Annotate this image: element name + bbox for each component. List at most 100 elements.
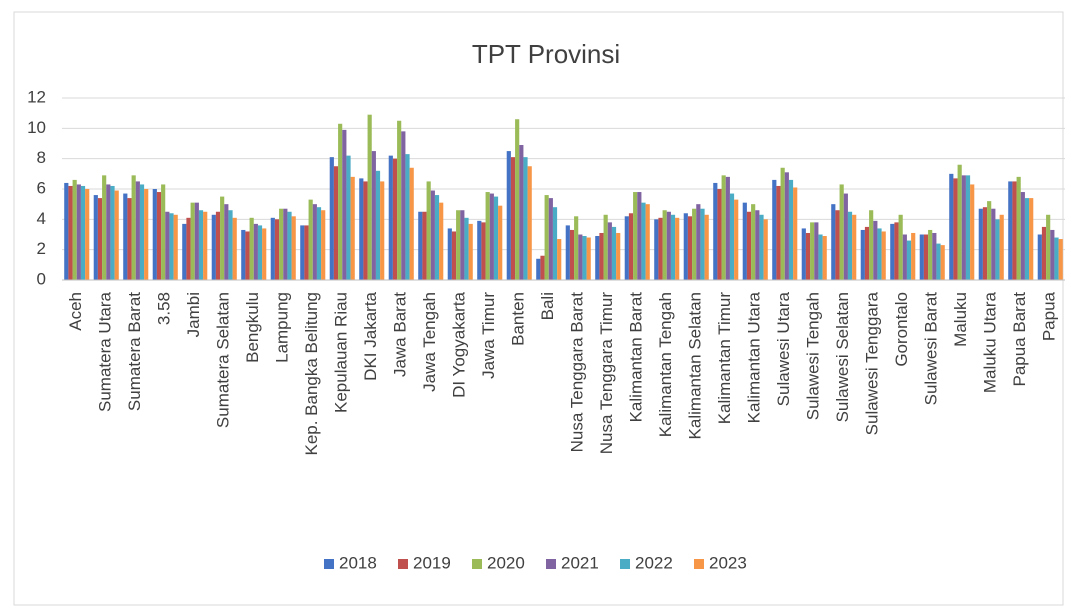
x-tick-label: Bali	[538, 292, 557, 320]
bar	[1037, 234, 1042, 280]
bar	[283, 208, 288, 280]
bar	[557, 239, 562, 280]
bar	[822, 236, 827, 280]
bar	[380, 181, 385, 280]
bar	[784, 172, 789, 280]
legend-label: 2019	[413, 553, 451, 572]
bar	[666, 211, 671, 280]
bar	[696, 204, 701, 280]
x-tick-label: Kalimantan Utara	[745, 291, 764, 423]
x-tick-label: Sumatera Barat	[125, 292, 144, 411]
bar	[847, 211, 853, 280]
bar	[906, 240, 912, 280]
bar	[194, 202, 199, 280]
bar	[995, 219, 1000, 280]
x-tick-label: Sumatera Selatan	[214, 292, 233, 428]
bar	[586, 237, 591, 280]
bar	[498, 205, 503, 280]
bar	[793, 187, 798, 280]
bar	[375, 170, 381, 280]
bar	[308, 199, 313, 280]
bar	[637, 192, 642, 280]
bar	[936, 243, 941, 280]
bar	[982, 207, 988, 280]
bar	[72, 179, 77, 280]
bar	[713, 182, 718, 280]
bar	[902, 234, 907, 280]
bar	[894, 222, 899, 280]
x-tick-label: Papua	[1040, 291, 1059, 341]
bar	[489, 193, 494, 280]
bar	[544, 195, 549, 280]
bar	[721, 175, 726, 280]
bar	[818, 234, 823, 280]
bar	[755, 210, 760, 280]
bar	[624, 216, 629, 280]
bar	[110, 185, 115, 280]
bar	[460, 210, 465, 280]
bar	[123, 193, 128, 280]
bar	[843, 193, 848, 280]
bar	[670, 214, 676, 280]
bar	[595, 236, 600, 280]
bar	[953, 178, 958, 280]
bar	[662, 210, 667, 280]
bar	[161, 184, 166, 280]
x-tick-label: DKI Jakarta	[361, 291, 380, 380]
bar	[316, 207, 322, 280]
bar	[80, 185, 86, 280]
bar	[262, 228, 267, 280]
bar	[329, 157, 334, 280]
bar	[439, 202, 444, 280]
bar	[321, 210, 326, 280]
x-tick-label: Kalimantan Timur	[715, 292, 734, 425]
bar	[397, 120, 402, 280]
bar	[102, 175, 107, 280]
bar	[645, 204, 650, 280]
bar	[987, 201, 992, 280]
x-tick-label: Bengkulu	[243, 292, 262, 363]
bar	[198, 210, 204, 280]
bar	[1016, 176, 1021, 280]
bar	[548, 198, 553, 280]
bar	[898, 214, 903, 280]
bar	[401, 131, 406, 280]
legend-label: 2023	[709, 553, 747, 572]
legend-label: 2018	[339, 553, 377, 572]
bar	[578, 234, 583, 280]
bar	[932, 232, 937, 280]
bar	[919, 234, 924, 280]
x-tick-label: Sulawesi Barat	[922, 292, 941, 406]
x-tick-label: Gorontalo	[892, 292, 911, 367]
bar	[249, 217, 254, 280]
bar	[540, 255, 545, 280]
bar	[152, 189, 157, 280]
y-tick-label: 0	[37, 269, 46, 288]
y-tick-label: 6	[37, 178, 46, 197]
bar	[616, 232, 621, 280]
bar	[1024, 198, 1030, 280]
bar	[333, 166, 339, 280]
bar	[860, 229, 865, 280]
legend-swatch	[398, 559, 408, 569]
bar	[957, 164, 962, 280]
bar	[801, 228, 806, 280]
bar	[106, 184, 111, 280]
bar	[805, 232, 811, 280]
bar	[928, 229, 933, 280]
bar	[68, 185, 73, 280]
x-tick-label: Aceh	[66, 292, 85, 331]
bar	[342, 129, 347, 280]
legend-swatch	[472, 559, 482, 569]
bar	[367, 114, 372, 280]
x-tick-label: Papua Barat	[1010, 292, 1029, 387]
bar	[759, 214, 764, 280]
legend-label: 2021	[561, 553, 599, 572]
y-tick-label: 2	[37, 239, 46, 258]
bar	[1054, 237, 1059, 280]
bar	[911, 232, 916, 280]
bar	[510, 157, 516, 280]
bar	[1050, 229, 1055, 280]
bar	[304, 225, 309, 280]
